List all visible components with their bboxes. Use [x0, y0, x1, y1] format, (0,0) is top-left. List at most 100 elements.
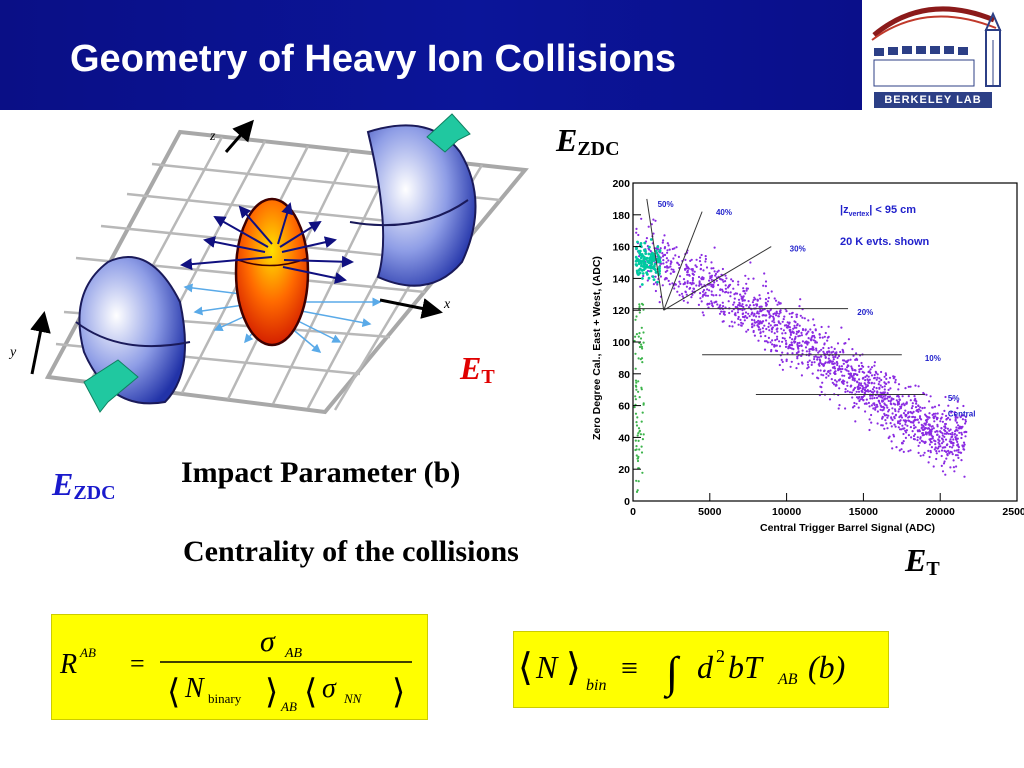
scatter-point [833, 347, 836, 350]
scatter-point [912, 424, 916, 427]
scatter-point [887, 414, 890, 417]
scatter-point-dense [654, 268, 657, 272]
scatter-point [913, 419, 916, 422]
scatter-point [691, 279, 694, 282]
scatter-point [808, 350, 811, 353]
scatter-point [943, 435, 946, 438]
scatter-point [919, 409, 922, 412]
scatter-point [844, 342, 847, 345]
scatter-point [791, 338, 794, 341]
scatter-point [652, 232, 655, 235]
scatter-point [858, 399, 861, 403]
scatter-point [807, 366, 810, 369]
scatter-point [931, 406, 934, 409]
scatter-point [721, 288, 724, 291]
scatter-point [640, 217, 643, 220]
centrality-line [663, 246, 772, 311]
scatter-point-low [636, 434, 639, 437]
scatter-point-low [637, 439, 640, 442]
scatter-point [809, 328, 812, 331]
scatter-point [828, 398, 832, 401]
scatter-point [807, 337, 810, 340]
scatter-point-low [634, 335, 637, 338]
scatter-point [853, 369, 856, 372]
scatter-point [817, 356, 821, 359]
scatter-point [899, 428, 902, 431]
scatter-point [944, 426, 947, 430]
scatter-point [933, 448, 936, 451]
scatter-point [804, 329, 807, 332]
scatter-point [888, 376, 892, 379]
scatter-point [940, 464, 943, 467]
scatter-point [788, 321, 791, 324]
scatter-point [739, 293, 742, 296]
scatter-point [883, 391, 886, 394]
scatter-point [645, 237, 648, 240]
scatter-point [727, 300, 730, 303]
svg-text:(b): (b) [808, 649, 845, 685]
scatter-point [892, 398, 895, 401]
scatter-point [677, 255, 680, 258]
scatter-point [866, 390, 869, 393]
scatter-point [917, 404, 920, 408]
scatter-point [716, 303, 719, 306]
y-tick-label: 120 [612, 305, 630, 317]
scatter-point [759, 305, 762, 308]
scatter-point-dense [648, 256, 652, 260]
scatter-point [743, 299, 746, 302]
scatter-point [841, 374, 844, 377]
scatter-point [927, 427, 930, 430]
scatter-point [694, 264, 697, 267]
scatter-point [721, 301, 724, 304]
scatter-point-low [639, 433, 642, 436]
scatter-point [898, 408, 901, 411]
scatter-point [767, 296, 770, 299]
logo-text: BERKELEY LAB [874, 92, 992, 108]
scatter-point [875, 371, 878, 374]
slide-title: Geometry of Heavy Ion Collisions [70, 38, 677, 80]
scatter-point [887, 410, 890, 413]
scatter-point [928, 416, 931, 419]
scatter-point [947, 449, 950, 452]
scatter-point [937, 441, 940, 444]
scatter-point [763, 272, 766, 275]
scatter-point [964, 435, 967, 438]
scatter-point [883, 402, 886, 405]
scatter-point [677, 285, 680, 288]
scatter-point [850, 372, 853, 375]
scatter-point [950, 397, 954, 400]
svg-text:bT: bT [728, 649, 764, 685]
scatter-point-dense [643, 256, 646, 259]
scatter-point [795, 326, 798, 329]
scatter-point [701, 295, 704, 298]
scatter-point [674, 254, 677, 257]
scatter-point-dense [654, 270, 658, 274]
scatter-point [776, 338, 779, 341]
scatter-point [788, 326, 791, 329]
scatter-point [768, 313, 771, 316]
scatter-point [717, 283, 720, 287]
scatter-point [692, 287, 695, 290]
scatter-point [832, 350, 835, 353]
scatter-point-dense [644, 252, 648, 256]
y-tick-label: 180 [612, 210, 630, 222]
scatter-point [698, 281, 701, 284]
scatter-point [873, 386, 876, 389]
scatter-point [789, 330, 792, 333]
centrality-label: 40% [716, 208, 732, 217]
scatter-point [938, 450, 941, 453]
scatter-point [901, 424, 904, 427]
scatter-point [951, 433, 954, 436]
scatter-point [781, 368, 784, 371]
scatter-point-dense [634, 255, 638, 259]
scatter-point [867, 375, 870, 378]
scatter-point [720, 310, 723, 313]
scatter-point [801, 328, 805, 332]
scatter-point [737, 304, 740, 307]
axis-y-label: y [8, 345, 17, 360]
scatter-point [811, 334, 814, 338]
scatter-point [847, 364, 850, 367]
scatter-point [885, 373, 888, 377]
scatter-point [962, 414, 965, 417]
centrality-label: 30% [790, 244, 806, 253]
